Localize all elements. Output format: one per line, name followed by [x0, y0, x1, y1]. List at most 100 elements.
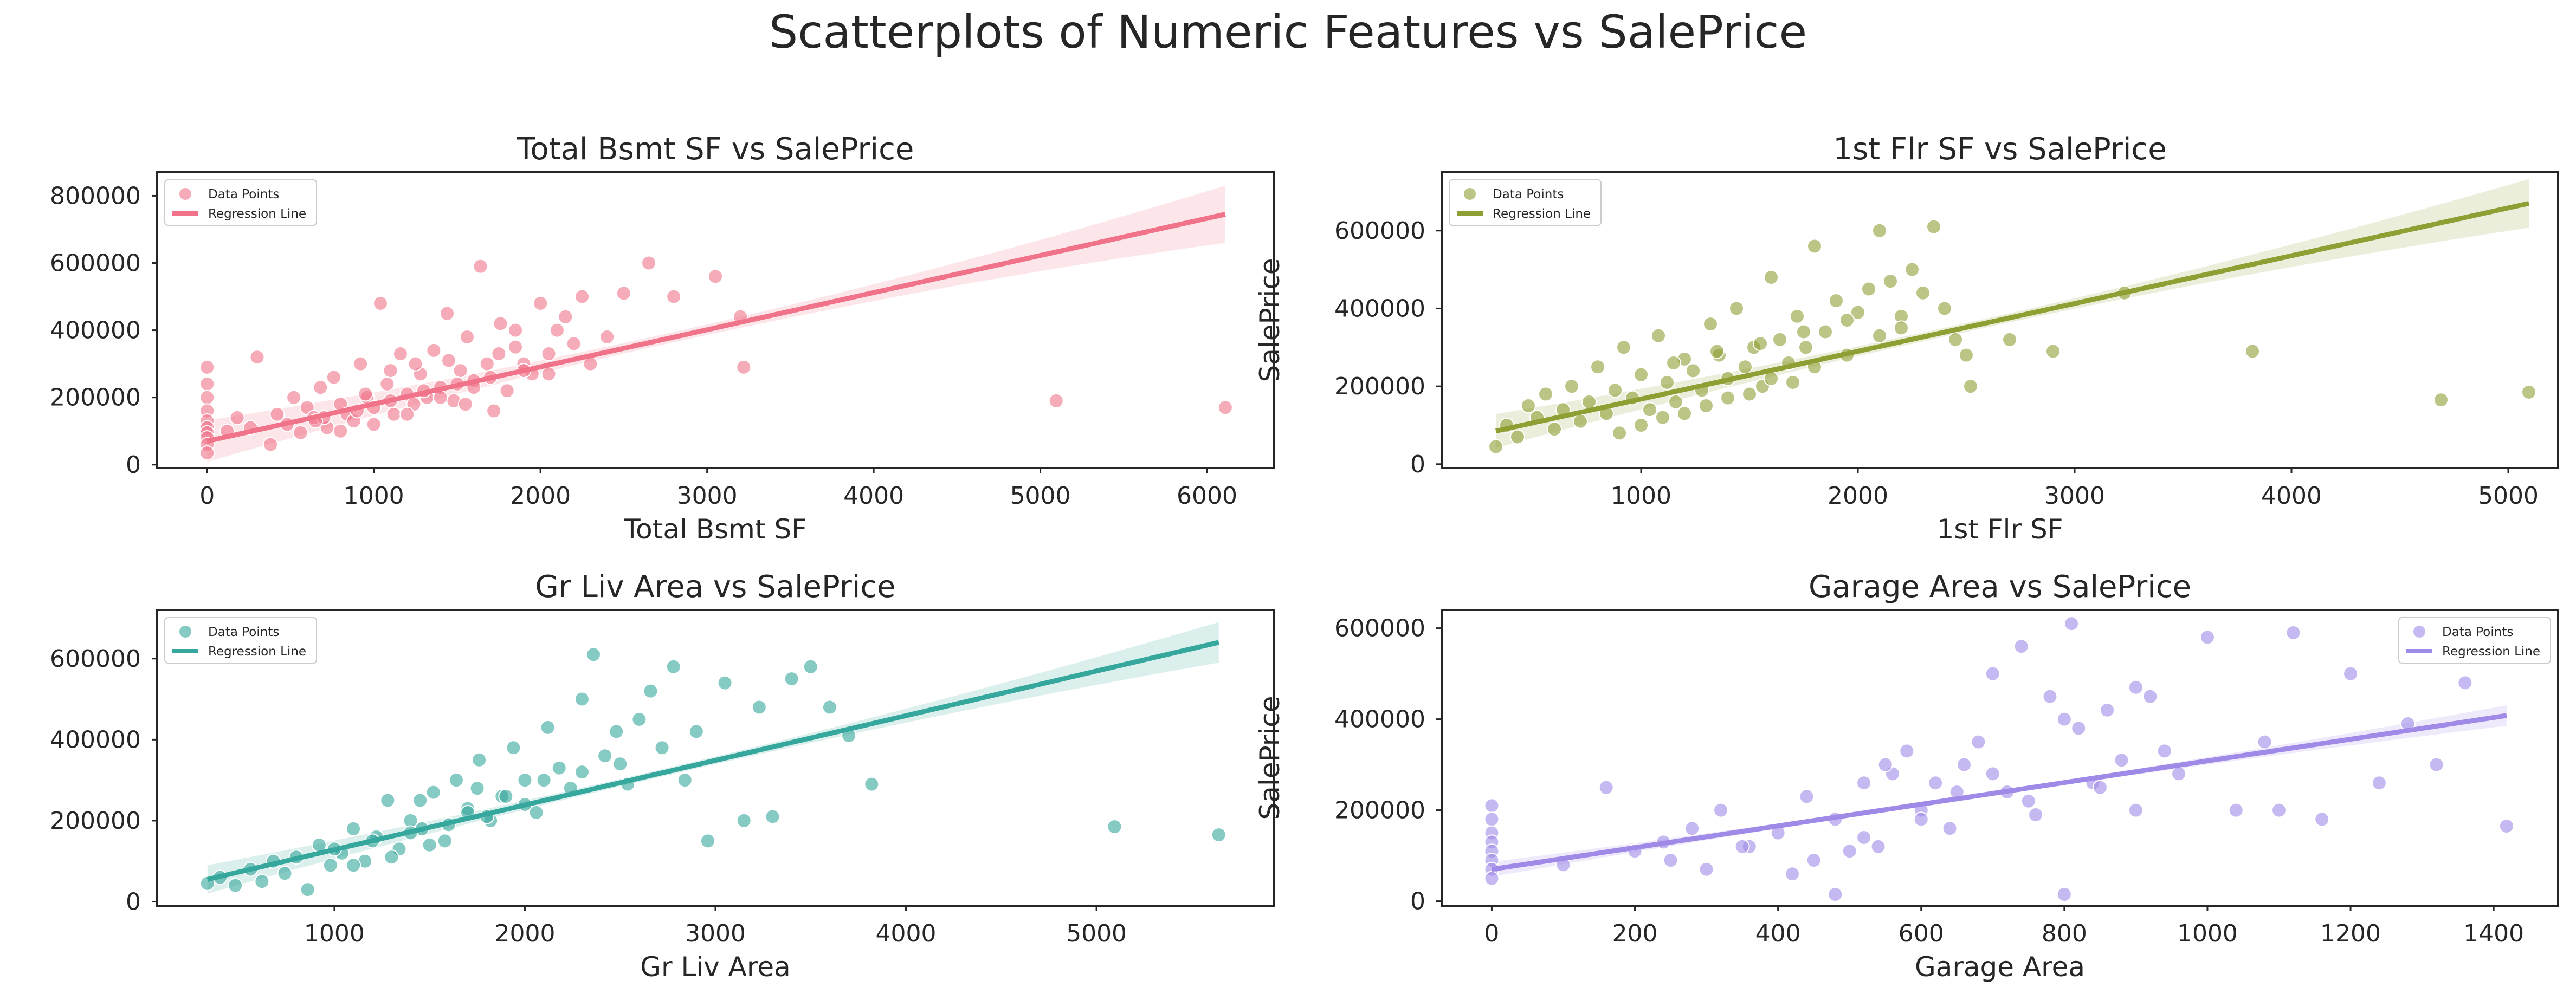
data-point — [1796, 324, 1811, 340]
data-point — [616, 285, 631, 301]
data-point — [643, 683, 658, 699]
data-point — [1956, 757, 1972, 772]
legend-label-line: Regression Line — [1493, 207, 1591, 221]
data-point — [1713, 802, 1728, 818]
data-point — [1590, 359, 1605, 375]
data-point — [1877, 757, 1893, 772]
data-point — [1913, 811, 1929, 827]
chart-panel-1: Total Bsmt SF vs SalePrice 0 1000 2000 3000 4… — [0, 132, 1275, 545]
figure-title: Scatterplots of Numeric Features vs Sale… — [769, 5, 1807, 59]
data-point — [1521, 398, 1536, 414]
data-point — [437, 833, 453, 849]
data-point — [2142, 689, 2158, 704]
legend-label-points: Data Points — [1493, 187, 1564, 202]
data-point — [1573, 413, 1588, 429]
data-point — [379, 376, 395, 392]
regression-line — [1491, 713, 2507, 872]
axes-frame — [156, 171, 1275, 469]
data-point — [1899, 743, 1915, 759]
data-point — [472, 752, 487, 768]
data-point — [1651, 328, 1666, 343]
data-point — [1666, 355, 1681, 371]
legend: Data Points Regression Line — [164, 617, 317, 664]
data-point — [541, 346, 557, 362]
data-point — [2071, 720, 2087, 736]
data-point — [609, 724, 624, 739]
data-point — [2056, 887, 2072, 902]
data-point — [1720, 390, 1735, 406]
legend-box — [2398, 617, 2551, 664]
data-point — [473, 258, 488, 274]
data-point — [199, 389, 215, 405]
data-point — [1684, 821, 1700, 836]
data-point — [346, 858, 361, 873]
data-point — [1856, 830, 1872, 845]
data-point — [2064, 616, 2080, 632]
data-point — [700, 833, 715, 849]
y-tick-label: 200000 — [50, 384, 141, 412]
data-point — [1872, 223, 1887, 238]
y-axis-label: SalePrice — [1254, 258, 1286, 382]
data-point — [2343, 666, 2359, 681]
y-tick-label: 0 — [1410, 888, 1425, 915]
data-point — [597, 748, 613, 764]
data-point — [1655, 410, 1670, 425]
data-point — [2498, 819, 2514, 834]
legend: Data Points Regression Line — [164, 179, 317, 226]
data-point — [1564, 379, 1579, 394]
chart-panel-3: Gr Liv Area vs SalePrice 1000 2000 3000 4000… — [0, 569, 1275, 983]
legend-label-line: Regression Line — [208, 207, 306, 221]
data-point — [1607, 382, 1623, 398]
data-point — [1488, 439, 1503, 454]
data-point — [448, 772, 464, 788]
x-tick-label: 1400 — [2463, 920, 2524, 947]
x-tick-label: 5000 — [1066, 920, 1127, 947]
data-point — [1937, 301, 1952, 316]
data-point — [1742, 386, 1757, 402]
x-tick-label: 1000 — [2177, 920, 2238, 947]
data-point — [392, 346, 408, 362]
x-tick-label: 4000 — [843, 482, 904, 510]
data-point — [654, 740, 670, 756]
data-point — [2228, 802, 2244, 818]
x-tick-label: 2000 — [494, 920, 555, 947]
data-point — [1612, 425, 1627, 441]
data-point — [1963, 379, 1978, 394]
x-tick-label: 1000 — [344, 482, 404, 510]
plot-area — [199, 185, 1233, 462]
data-point — [1484, 871, 1500, 886]
x-tick-label: 1000 — [1611, 482, 1671, 510]
data-point — [641, 255, 657, 271]
data-point — [2457, 675, 2473, 691]
x-tick-label: 2000 — [1828, 482, 1888, 510]
data-point — [666, 289, 682, 304]
data-point — [2257, 734, 2272, 750]
data-point — [1484, 811, 1500, 827]
data-point — [1547, 421, 1562, 437]
x-tick-label: 1000 — [304, 920, 365, 947]
legend-marker-points — [178, 625, 192, 639]
data-point — [1926, 219, 1941, 235]
y-tick-label: 800000 — [50, 182, 141, 210]
data-point — [2045, 343, 2061, 359]
data-point — [199, 376, 215, 392]
data-point — [528, 804, 544, 820]
data-point — [366, 417, 382, 432]
data-point — [383, 363, 398, 379]
data-point — [380, 793, 396, 808]
data-point — [1699, 398, 1714, 414]
data-point — [1107, 819, 1122, 835]
data-point — [2271, 802, 2287, 818]
data-point — [2092, 780, 2108, 795]
x-axis-label: Total Bsmt SF — [623, 514, 807, 545]
y-tick-label: 600000 — [50, 645, 141, 673]
data-point — [1971, 734, 1986, 750]
data-point — [263, 437, 279, 452]
legend: Data Points Regression Line — [1449, 179, 1602, 226]
chart-title: 1st Flr SF vs SalePrice — [1833, 132, 2166, 167]
data-point — [1598, 780, 1614, 795]
legend-box — [1449, 179, 1602, 226]
data-point — [199, 359, 215, 375]
data-point — [453, 363, 468, 379]
x-tick-label: 600 — [1899, 920, 1944, 947]
